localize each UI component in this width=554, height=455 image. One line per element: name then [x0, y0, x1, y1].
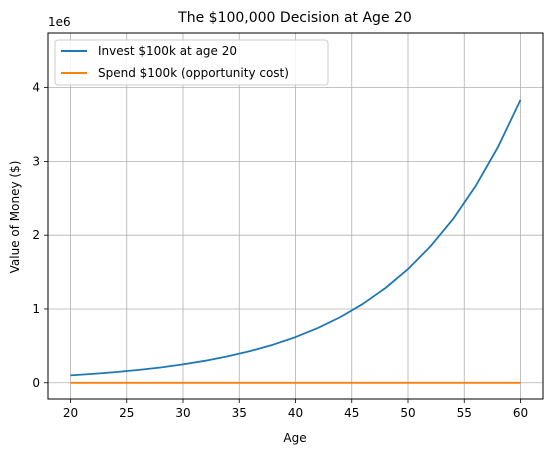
x-tick-label: 35	[232, 406, 247, 420]
x-tick-label: 60	[513, 406, 528, 420]
x-tick-label: 40	[288, 406, 303, 420]
x-tick-label: 55	[457, 406, 472, 420]
x-axis-label: Age	[283, 431, 306, 445]
y-axis-label: Value of Money ($)	[8, 161, 22, 274]
y-offset-label: 1e6	[48, 15, 71, 29]
x-tick-label: 30	[175, 406, 190, 420]
legend-label-invest: Invest $100k at age 20	[98, 44, 237, 58]
legend-label-spend: Spend $100k (opportunity cost)	[98, 66, 289, 80]
legend: Invest $100k at age 20 Spend $100k (oppo…	[54, 39, 329, 86]
x-axis-ticks: 20 25 30 35 40 45 50 55 60	[63, 399, 528, 420]
series-line-invest	[70, 99, 522, 377]
y-tick-label: 0	[32, 376, 40, 390]
x-tick-label: 20	[63, 406, 78, 420]
y-tick-label: 3	[32, 154, 40, 168]
x-tick-label: 50	[400, 406, 415, 420]
series-lines	[70, 99, 522, 384]
y-tick-label: 2	[32, 228, 40, 242]
y-tick-label: 1	[32, 302, 40, 316]
x-tick-label: 25	[119, 406, 134, 420]
legend-frame	[54, 39, 329, 86]
y-axis-ticks: 0 1 2 3 4	[32, 81, 48, 390]
x-tick-label: 45	[344, 406, 359, 420]
y-tick-label: 4	[32, 81, 40, 95]
chart-title: The $100,000 Decision at Age 20	[177, 10, 412, 26]
